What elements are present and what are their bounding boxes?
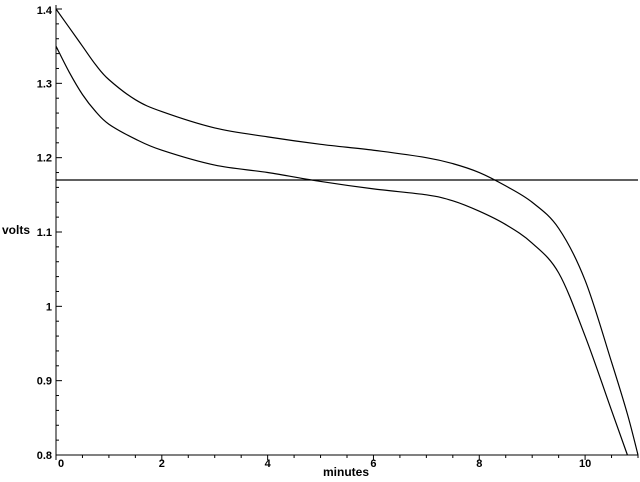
x-axis-title: minutes <box>323 465 369 479</box>
x-tick-label: 4 <box>265 458 272 470</box>
x-tick-label: 0 <box>58 458 64 470</box>
y-axis-title: volts <box>2 223 30 237</box>
y-tick-label: 1.3 <box>37 78 52 90</box>
x-axis-ticks: 0 2 4 6 8 10 <box>55 455 639 470</box>
y-tick-label: 1.4 <box>37 5 53 17</box>
upper-discharge-curve <box>55 8 639 456</box>
x-tick-label: 6 <box>370 458 376 470</box>
lower-discharge-curve <box>55 45 628 456</box>
y-tick-label: 0.8 <box>37 450 52 462</box>
x-tick-label: 10 <box>579 458 591 470</box>
y-tick-label: 1.2 <box>37 153 52 165</box>
series-layer <box>55 8 639 456</box>
y-tick-label: 0.9 <box>37 376 52 388</box>
y-axis-ticks: 0.8 0.9 1 1.1 1.2 1.3 1.4 <box>37 5 62 462</box>
plot-area <box>55 5 638 456</box>
x-tick-label: 2 <box>159 458 165 470</box>
y-tick-label: 1.1 <box>37 227 52 239</box>
y-tick-label: 1 <box>46 301 52 313</box>
x-tick-label: 8 <box>476 458 482 470</box>
